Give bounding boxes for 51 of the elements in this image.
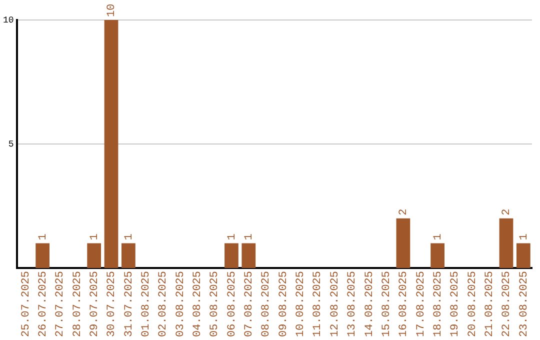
- x-tick-label: 23.08.2025: [518, 270, 530, 338]
- x-tick-label: 09.08.2025: [278, 270, 290, 338]
- x-tick-label: 30.07.2025: [106, 270, 118, 338]
- bar: [430, 243, 444, 268]
- x-tick-label: 19.08.2025: [450, 270, 462, 338]
- x-tick-label: 06.08.2025: [226, 270, 238, 338]
- data-label: 1: [518, 233, 530, 240]
- bar: [104, 20, 118, 268]
- x-tick-label: 14.08.2025: [364, 270, 376, 338]
- x-tick-label: 16.08.2025: [398, 270, 410, 338]
- bar: [121, 243, 136, 268]
- data-label: 1: [123, 233, 136, 240]
- x-tick-label: 02.08.2025: [158, 270, 170, 338]
- bar: [87, 243, 102, 268]
- data-label: 10: [106, 4, 118, 17]
- bar: [516, 243, 530, 268]
- x-tick-label: 22.08.2025: [501, 270, 514, 338]
- data-label: 1: [244, 233, 256, 240]
- bar: [36, 243, 50, 268]
- data-label: 1: [432, 233, 444, 240]
- x-tick-label: 29.07.2025: [88, 270, 101, 338]
- x-tick-label: 26.07.2025: [37, 270, 50, 338]
- x-tick-label: 15.08.2025: [380, 270, 393, 338]
- x-tick-label: 27.07.2025: [54, 270, 67, 338]
- x-tick-label: 10.08.2025: [295, 270, 308, 338]
- bar: [499, 218, 514, 268]
- x-tick-label: 03.08.2025: [174, 270, 187, 338]
- x-tick-label: 17.08.2025: [415, 270, 428, 338]
- data-label: 1: [88, 233, 101, 240]
- x-tick-label: 05.08.2025: [209, 270, 222, 338]
- x-tick-label: 13.08.2025: [346, 270, 359, 338]
- x-tick-label: 31.07.2025: [123, 270, 136, 338]
- x-tick-label: 01.08.2025: [140, 270, 153, 338]
- x-tick-label: 21.08.2025: [484, 270, 496, 338]
- x-tick-label: 18.08.2025: [432, 270, 444, 338]
- bar: [242, 243, 256, 268]
- x-tick-label: 11.08.2025: [312, 270, 324, 338]
- x-tick-label: 20.08.2025: [466, 270, 479, 338]
- x-tick-label: 08.08.2025: [260, 270, 273, 338]
- data-label: 2: [398, 208, 410, 216]
- x-tick-label: 07.08.2025: [244, 270, 256, 338]
- data-label: 1: [37, 233, 50, 240]
- x-tick-label: 28.07.2025: [72, 270, 84, 338]
- data-label: 1: [226, 233, 238, 240]
- x-tick-label: 12.08.2025: [329, 270, 342, 338]
- x-tick-label: 04.08.2025: [192, 270, 204, 338]
- bar: [224, 243, 238, 268]
- bar: [396, 218, 410, 268]
- data-label: 2: [501, 208, 514, 216]
- x-tick-label: 25.07.2025: [20, 270, 32, 338]
- y-tick-label: 5: [8, 139, 14, 150]
